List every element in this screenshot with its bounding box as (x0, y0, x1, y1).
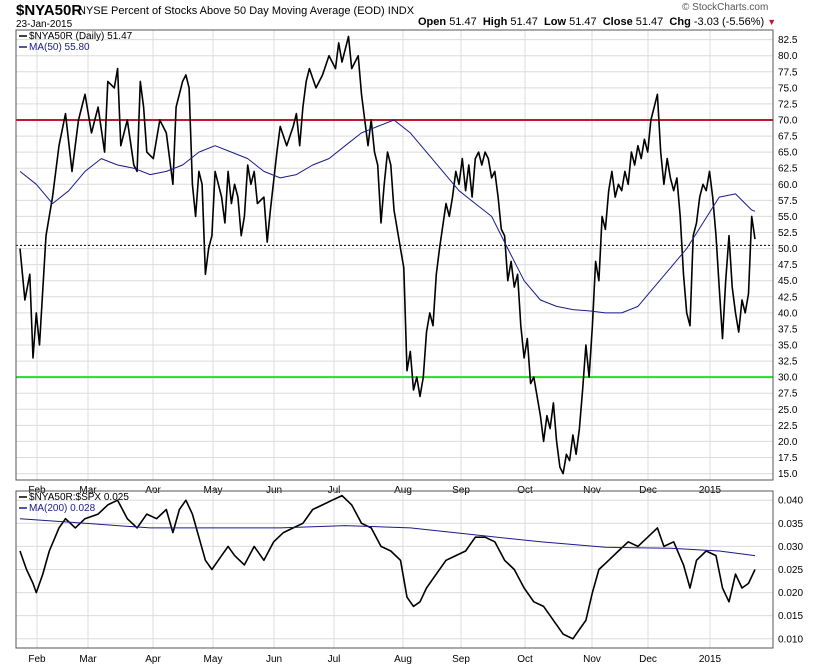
price-series-line (19, 494, 756, 640)
y-tick-label: 42.5 (778, 292, 798, 303)
y-tick-label: 55.0 (778, 212, 798, 223)
y-tick-label: 20.0 (778, 437, 798, 448)
legend-entry: $NYA50R (Daily) 51.47 (29, 31, 133, 42)
close-value: 51.47 (635, 16, 664, 28)
y-tick-label: 45.0 (778, 276, 798, 287)
change-value: -3.03 (-5.56%) (693, 16, 765, 28)
y-tick-label: 0.030 (778, 542, 803, 553)
y-tick-label: 65.0 (778, 148, 798, 159)
y-tick-label: 67.5 (778, 132, 798, 143)
close-label: Close (602, 16, 633, 28)
brand-watermark: © StockCharts.com (682, 2, 769, 13)
x-tick-label: Oct (517, 654, 533, 665)
y-tick-label: 15.0 (778, 469, 798, 480)
legend-entry: $NYA50R:$SPX 0.025 (29, 492, 129, 503)
y-tick-label: 0.020 (778, 588, 803, 599)
x-tick-label: May (204, 654, 223, 665)
y-tick-label: 35.0 (778, 341, 798, 352)
y-tick-label: 32.5 (778, 357, 798, 368)
y-tick-label: 82.5 (778, 35, 798, 46)
x-tick-label: Mar (79, 654, 97, 665)
open-value: 51.47 (449, 16, 477, 28)
y-tick-label: 77.5 (778, 67, 798, 78)
moving-average-line (19, 518, 756, 557)
plot-frame (15, 490, 774, 649)
x-tick-label: Feb (28, 654, 46, 665)
x-tick-label: Nov (583, 654, 601, 665)
x-tick-label: Jul (328, 654, 341, 665)
y-tick-label: 72.5 (778, 99, 798, 110)
y-tick-label: 17.5 (778, 453, 798, 464)
moving-average-line (19, 119, 756, 314)
chart-date: 23-Jan-2015 (16, 19, 73, 30)
y-tick-label: 75.0 (778, 83, 798, 94)
y-tick-label: 30.0 (778, 373, 798, 384)
quote-bar: Open 51.47 High 51.47 Low 51.47 Close 51… (418, 16, 776, 28)
y-tick-label: 47.5 (778, 260, 798, 271)
y-tick-label: 0.015 (778, 611, 803, 622)
y-tick-label: 0.025 (778, 565, 803, 576)
y-tick-label: 25.0 (778, 405, 798, 416)
high-value: 51.47 (510, 16, 538, 28)
chart-title: NYSE Percent of Stocks Above 50 Day Movi… (78, 5, 415, 17)
low-label: Low (544, 16, 567, 28)
x-tick-label: Jun (266, 654, 282, 665)
y-tick-label: 50.0 (778, 244, 798, 255)
y-tick-label: 22.5 (778, 421, 798, 432)
x-tick-label: Sep (452, 654, 470, 665)
y-tick-label: 60.0 (778, 180, 798, 191)
x-tick-label: 2015 (699, 654, 722, 665)
open-label: Open (418, 16, 447, 28)
down-arrow-icon: ▼ (767, 17, 777, 27)
legend-entry: MA(50) 55.80 (29, 42, 90, 53)
x-tick-label: Aug (394, 654, 412, 665)
x-tick-label: Apr (145, 654, 161, 665)
y-tick-label: 70.0 (778, 116, 798, 127)
x-tick-label: Dec (639, 654, 657, 665)
change-label: Chg (669, 16, 691, 28)
y-tick-label: 57.5 (778, 196, 798, 207)
price-series-line (19, 35, 756, 475)
y-tick-label: 27.5 (778, 389, 798, 400)
chart-panel-2: Feb Mar Apr May Jun Jul Aug Sep Oct Nov Dec 2015 0.0… (15, 490, 803, 665)
low-value: 51.47 (569, 16, 597, 28)
plot-frame (15, 29, 774, 481)
y-tick-label: 0.035 (778, 519, 803, 530)
y-tick-label: 62.5 (778, 164, 798, 175)
y-tick-label: 40.0 (778, 308, 798, 319)
y-tick-label: 80.0 (778, 51, 798, 62)
y-tick-label: 0.010 (778, 634, 803, 645)
y-tick-label: 0.040 (778, 496, 803, 507)
y-tick-label: 52.5 (778, 228, 798, 239)
legend-entry: MA(200) 0.028 (29, 503, 96, 514)
chart-panel-1: Feb Mar Apr May Jun Jul Aug Sep Oct Nov Dec 201582.… (15, 29, 798, 496)
y-tick-label: 37.5 (778, 324, 798, 335)
chart-symbol: $NYA50R (16, 2, 83, 19)
high-label: High (482, 16, 508, 28)
